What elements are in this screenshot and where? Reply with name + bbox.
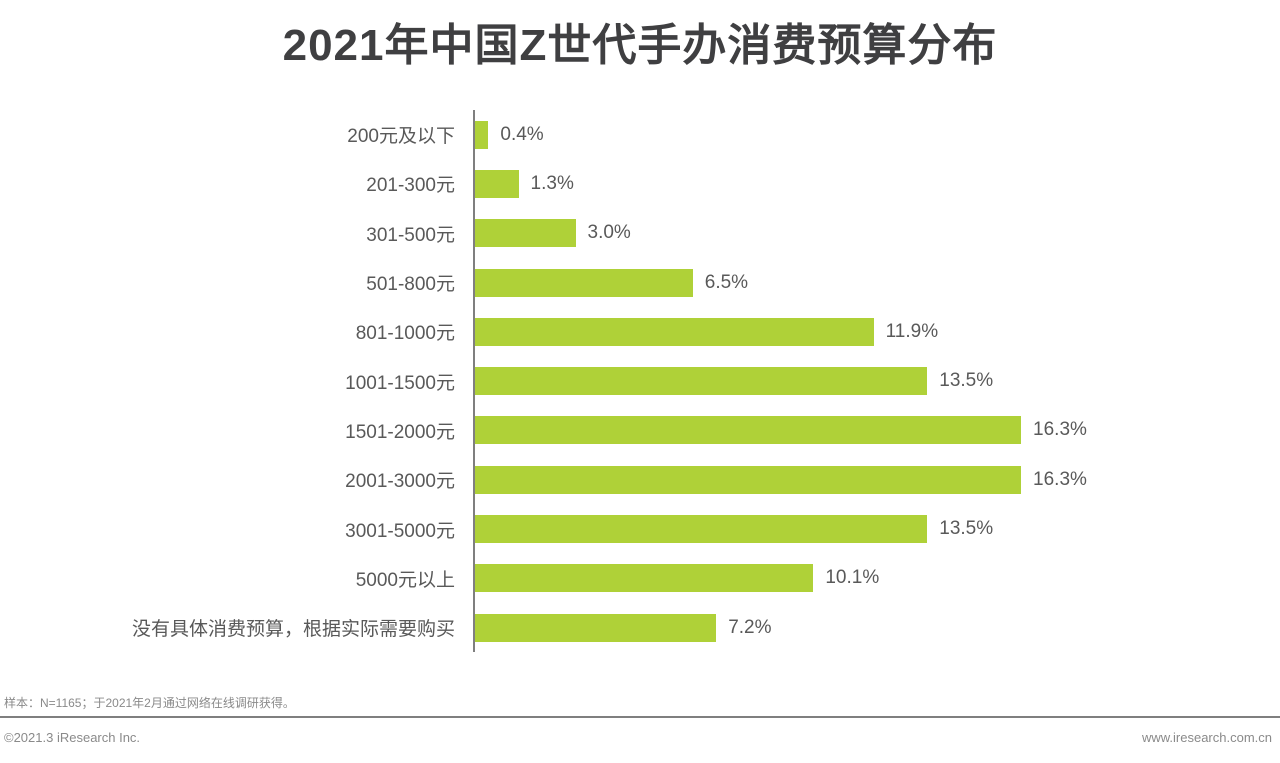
website-text: www.iresearch.com.cn — [1141, 730, 1272, 745]
bar — [475, 367, 928, 396]
category-label: 2001-3000元 — [345, 471, 455, 493]
bar-area: 7.2% — [473, 602, 1280, 653]
category-label: 801-1000元 — [355, 323, 455, 345]
category-label: 301-500元 — [366, 224, 455, 246]
bar-area: 6.5% — [473, 257, 1280, 308]
value-label: 13.5% — [939, 518, 994, 540]
category-label: 200元及以下 — [347, 126, 455, 148]
chart-row: 501-800元 6.5% — [0, 257, 1280, 308]
bar-area: 0.4% — [473, 110, 1280, 160]
footer-divider — [0, 716, 1280, 718]
chart-row: 1501-2000元 16.3% — [0, 405, 1280, 456]
chart-row: 301-500元 3.0% — [0, 208, 1280, 258]
category-label: 501-800元 — [366, 274, 455, 296]
bar — [475, 317, 874, 346]
sample-note: 样本：N=1165；于2021年2月通过网络在线调研获得。 — [4, 696, 295, 710]
chart-row: 5000元以上 10.1% — [0, 553, 1280, 603]
bar — [475, 613, 717, 642]
chart-row: 3001-5000元 13.5% — [0, 504, 1280, 554]
value-label: 7.2% — [728, 616, 772, 638]
category-label: 1501-2000元 — [345, 421, 455, 443]
value-label: 1.3% — [530, 172, 574, 194]
bar — [475, 120, 489, 149]
category-label: 没有具体消费预算，根据实际需要购买 — [131, 619, 455, 641]
bar-area: 1.3% — [473, 159, 1280, 209]
category-label: 201-300元 — [366, 175, 455, 197]
bar — [475, 465, 1022, 494]
value-label: 3.0% — [587, 222, 631, 244]
bar — [475, 219, 576, 248]
bar — [475, 416, 1022, 445]
horizontal-bar-chart: 200元及以下 0.4% 201-300元 1.3% 301-500元 3.0% 501-8… — [0, 110, 1280, 653]
bar-area: 16.3% — [473, 455, 1280, 505]
value-label: 13.5% — [939, 370, 994, 392]
chart-row: 没有具体消费预算，根据实际需要购买 7.2% — [0, 602, 1280, 653]
value-label: 16.3% — [1033, 468, 1087, 490]
footer: ©2021.3 iResearch Inc. www.iresearch.com… — [4, 730, 1272, 745]
chart-row: 801-1000元 11.9% — [0, 307, 1280, 357]
chart-row: 1001-1500元 13.5% — [0, 356, 1280, 406]
bar — [475, 564, 814, 593]
chart-row: 201-300元 1.3% — [0, 159, 1280, 209]
chart-title: 2021年中国Z世代手办消费预算分布 — [282, 21, 998, 70]
value-label: 16.3% — [1033, 419, 1087, 441]
copyright-text: ©2021.3 iResearch Inc. — [4, 730, 141, 745]
bar-area: 16.3% — [473, 405, 1280, 456]
bar-area: 3.0% — [473, 208, 1280, 258]
chart-row: 2001-3000元 16.3% — [0, 455, 1280, 505]
chart-row: 200元及以下 0.4% — [0, 110, 1280, 160]
bar — [475, 169, 519, 198]
bar — [475, 268, 693, 297]
bar-area: 13.5% — [473, 356, 1280, 406]
category-label: 1001-1500元 — [345, 372, 455, 394]
bar-area: 10.1% — [473, 553, 1280, 603]
bar — [475, 515, 928, 544]
category-label: 3001-5000元 — [345, 520, 455, 542]
value-label: 6.5% — [704, 271, 749, 293]
value-label: 10.1% — [825, 567, 880, 589]
category-label: 5000元以上 — [355, 569, 455, 591]
value-label: 0.4% — [500, 123, 544, 145]
bar-area: 13.5% — [473, 504, 1280, 554]
bar-area: 11.9% — [473, 307, 1280, 357]
value-label: 11.9% — [885, 320, 939, 342]
